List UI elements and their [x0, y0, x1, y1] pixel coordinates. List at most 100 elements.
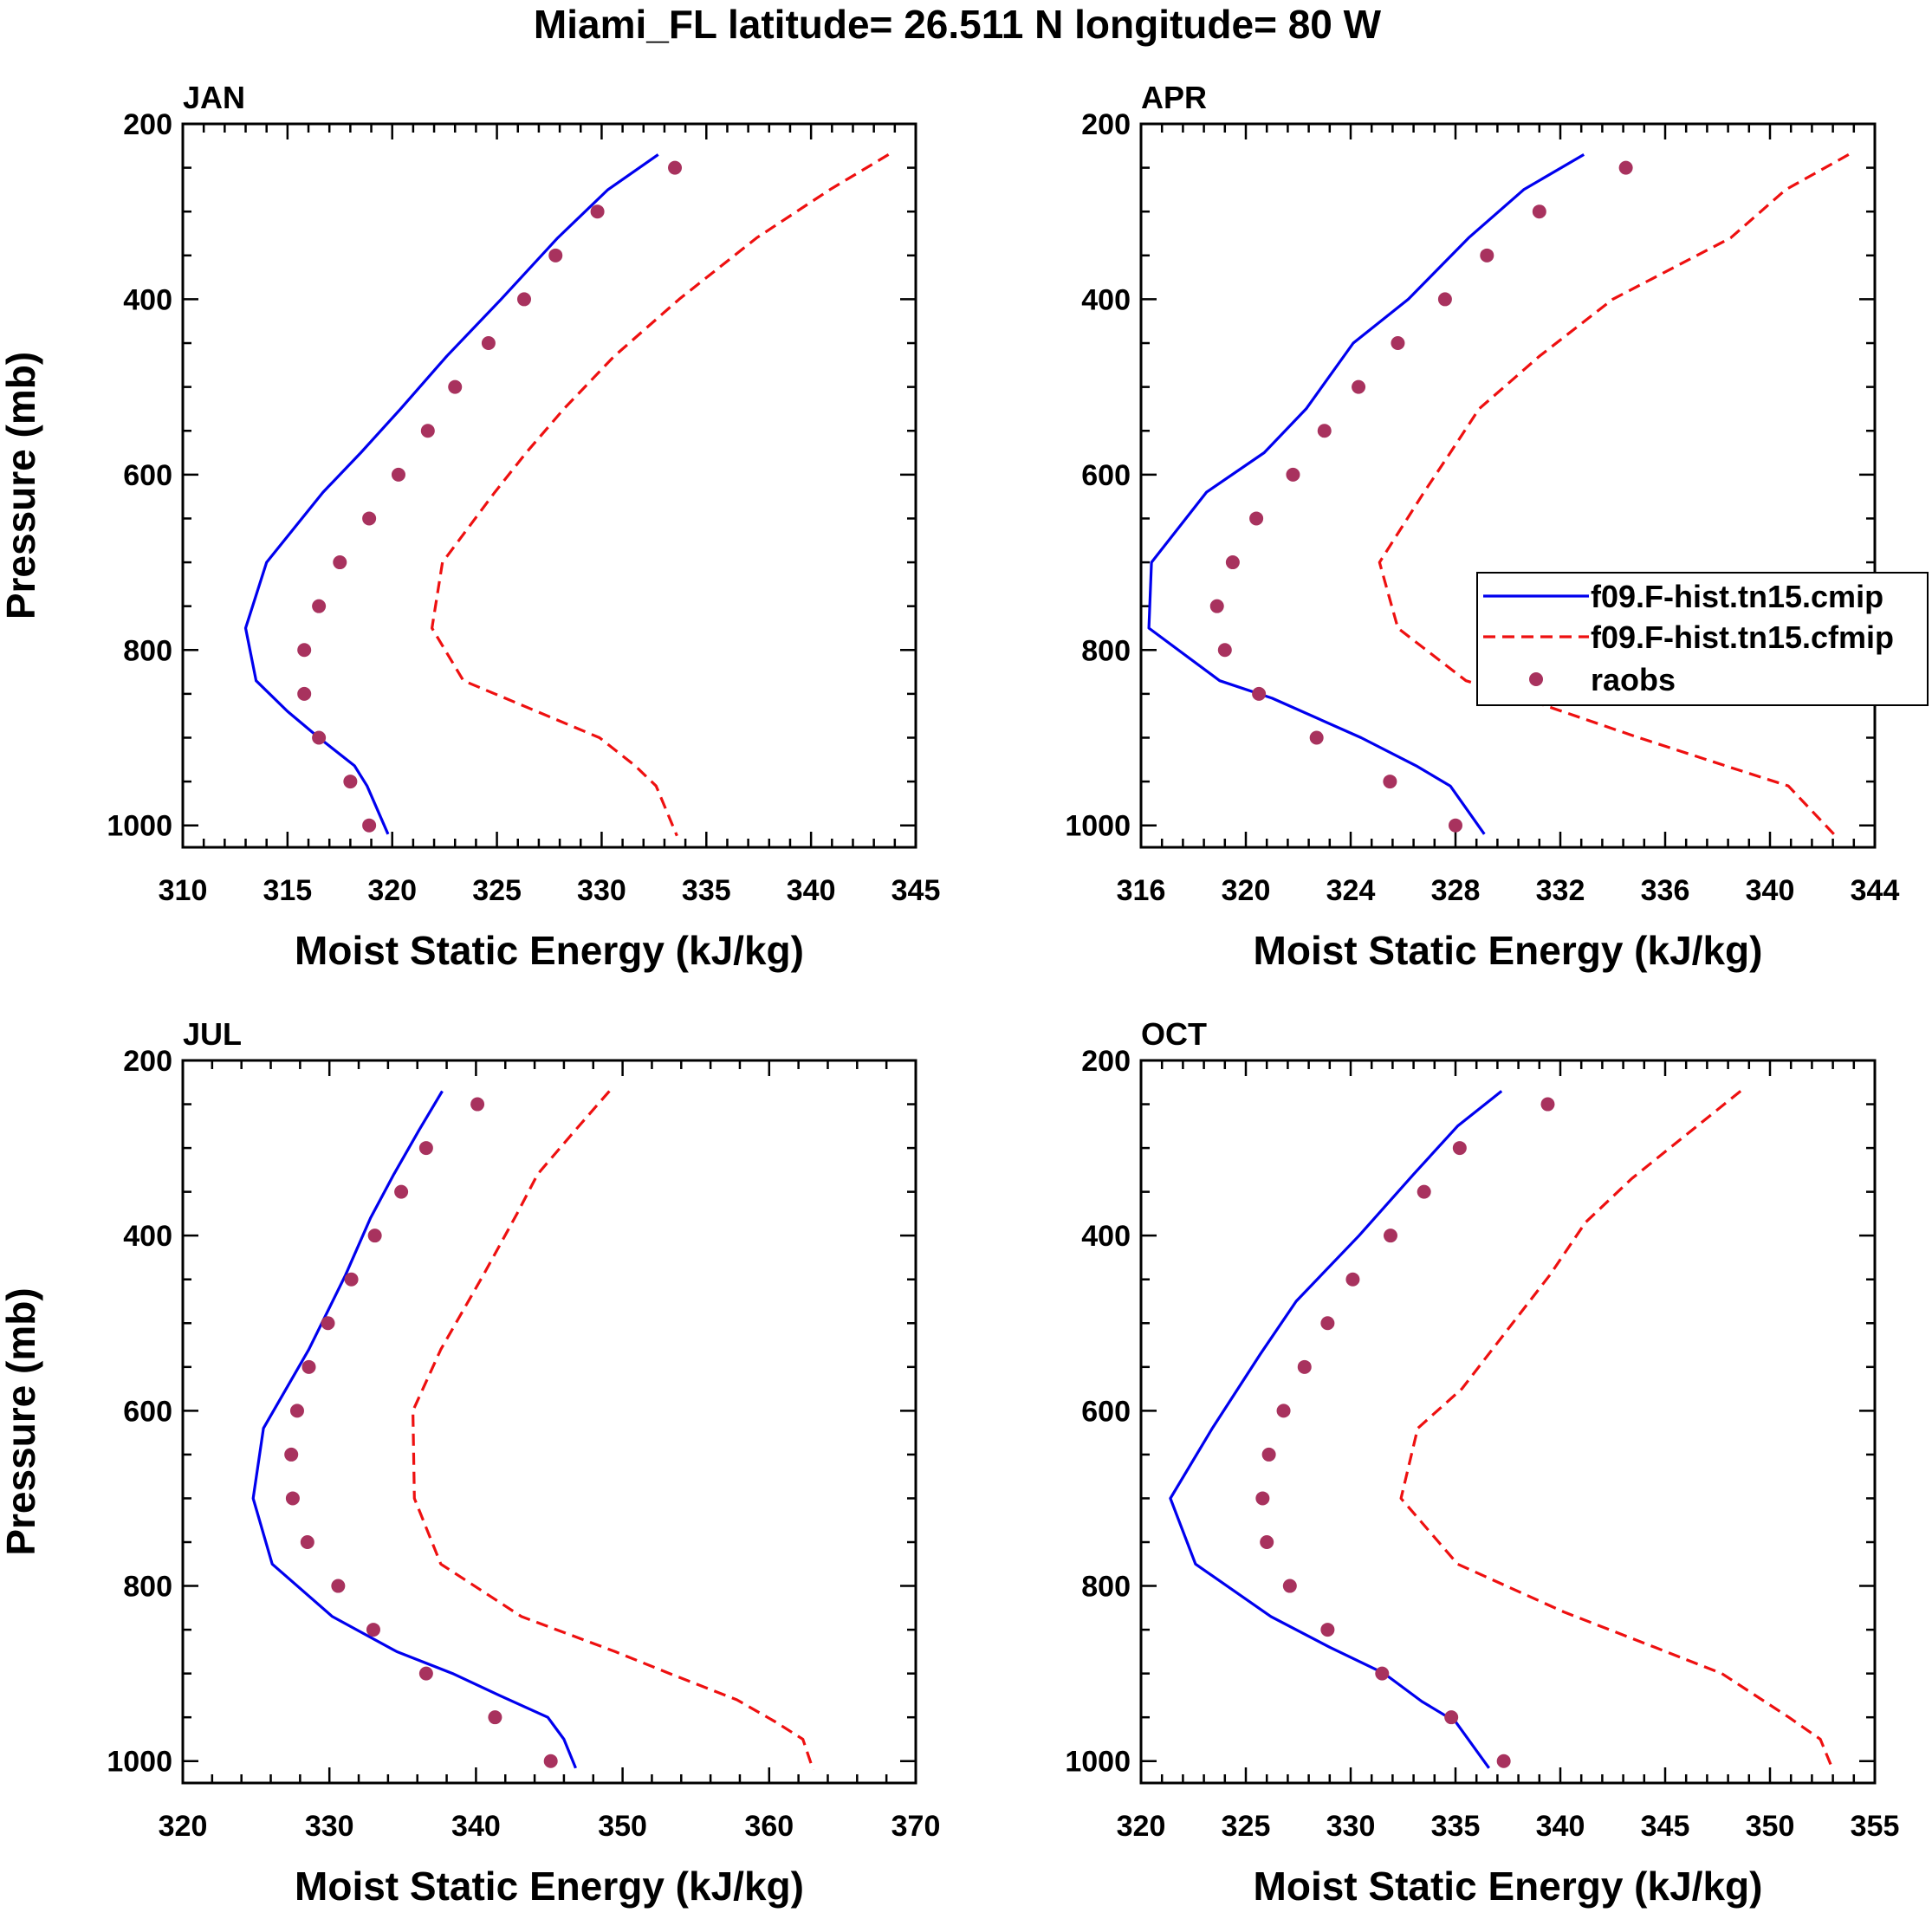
y-tick-label: 200	[123, 108, 172, 141]
x-tick-label: 344	[1851, 874, 1900, 907]
figure-title: Miami_FL latitude= 26.511 N longitude= 8…	[534, 2, 1382, 47]
raobs-point	[548, 248, 563, 263]
raobs-point	[1532, 204, 1546, 219]
x-tick-label: 336	[1641, 874, 1690, 907]
legend-entry-label: f09.F-hist.tn15.cmip	[1591, 579, 1883, 614]
raobs-point	[289, 1404, 304, 1418]
y-tick-label: 1000	[1065, 1746, 1131, 1779]
raobs-point	[312, 730, 327, 745]
panel-label: JUL	[183, 1016, 242, 1052]
raobs-point	[1320, 1316, 1335, 1331]
cmip-series-line	[1147, 153, 1585, 835]
panel-jan: JAN 310 315 320 325 330 335 340 345 200 400 600 800 1…	[0, 80, 940, 973]
x-tick-label: 350	[1746, 1810, 1795, 1843]
x-tick-label: 370	[891, 1810, 941, 1843]
y-tick-label: 1000	[107, 1746, 172, 1779]
panel-jul: JUL 320 330 340 350 360 370 200 400 600 800 1000 Moi…	[0, 1016, 940, 1909]
x-tick-label: 328	[1431, 874, 1481, 907]
y-tick-label: 400	[1081, 1220, 1131, 1253]
x-tick-label: 320	[159, 1810, 208, 1843]
raobs-point	[285, 1491, 300, 1506]
y-tick-label: 400	[123, 1220, 172, 1253]
plot-frame	[1139, 122, 1877, 849]
x-tick-label: 315	[263, 874, 312, 907]
y-tick-label: 600	[123, 1395, 172, 1428]
raobs-point	[1286, 467, 1300, 482]
raobs-point	[1345, 1272, 1360, 1287]
cmip-series-line	[1169, 1090, 1503, 1769]
raobs-point	[391, 467, 405, 482]
raobs-point	[1309, 730, 1324, 745]
x-tick-label: 340	[787, 874, 836, 907]
raobs-point	[516, 292, 531, 307]
raobs-point	[418, 1141, 433, 1156]
raobs-point	[1225, 555, 1240, 570]
y-tick-label: 600	[1081, 1395, 1131, 1428]
x-tick-label: 324	[1326, 874, 1376, 907]
raobs-point	[1437, 292, 1452, 307]
raobs-point	[481, 336, 496, 351]
raobs-point	[1383, 1229, 1397, 1243]
raobs-point	[362, 511, 377, 526]
y-tick-label: 600	[1081, 459, 1131, 492]
x-tick-label: 340	[1536, 1810, 1585, 1843]
cfmip-series-line	[1399, 1090, 1835, 1771]
x-tick-label: 330	[577, 874, 626, 907]
x-tick-label: 330	[305, 1810, 354, 1843]
legend: f09.F-hist.tn15.cmip f09.F-hist.tn15.cfmi…	[1476, 572, 1929, 706]
raobs-point	[333, 555, 347, 570]
cmip-series-line	[251, 1090, 577, 1769]
raobs-point	[1375, 1666, 1390, 1681]
cfmip-series-line	[412, 1090, 815, 1771]
y-tick-label: 800	[123, 1571, 172, 1604]
x-tick-label: 350	[598, 1810, 647, 1843]
x-tick-label: 345	[1641, 1810, 1690, 1843]
cfmip-series-line	[431, 153, 890, 837]
raobs-point	[1217, 643, 1232, 658]
x-tick-label: 330	[1326, 1810, 1376, 1843]
x-tick-label: 320	[367, 874, 417, 907]
x-tick-label: 335	[1431, 1810, 1481, 1843]
raobs-point	[301, 1359, 316, 1374]
raobs-point	[470, 1097, 485, 1112]
legend-raobs-marker	[1529, 672, 1543, 686]
cfmip-series-line	[1378, 153, 1850, 837]
y-tick-label: 400	[123, 283, 172, 316]
x-tick-label: 340	[1746, 874, 1795, 907]
raobs-point	[331, 1579, 346, 1593]
raobs-point	[1496, 1754, 1511, 1768]
legend-entry-label: raobs	[1591, 662, 1676, 697]
x-tick-label: 316	[1117, 874, 1166, 907]
y-axis-title: Pressure (mb)	[0, 1287, 43, 1555]
y-tick-label: 1000	[1065, 810, 1131, 843]
x-axis-title: Moist Static Energy (kJ/kg)	[295, 1864, 804, 1909]
raobs-point	[297, 686, 312, 701]
raobs-point	[1252, 686, 1267, 701]
y-tick-label: 1000	[107, 810, 172, 843]
raobs-point	[1261, 1447, 1276, 1462]
y-tick-label: 200	[123, 1045, 172, 1078]
raobs-point	[1255, 1491, 1270, 1506]
raobs-point	[1452, 1141, 1467, 1156]
x-tick-label: 320	[1117, 1810, 1166, 1843]
y-tick-label: 200	[1081, 108, 1131, 141]
raobs-point	[297, 643, 312, 658]
panel-label: OCT	[1141, 1016, 1207, 1052]
panels: JAN 310 315 320 325 330 335 340 345 200 400 600 800 1…	[0, 80, 1899, 1909]
raobs-point	[543, 1754, 558, 1768]
panel-apr: APR 316 320 324 328 332 336 340 344 200 400 600 800 1…	[1065, 80, 1899, 973]
raobs-point	[1618, 160, 1633, 175]
x-tick-label: 355	[1851, 1810, 1900, 1843]
raobs-point	[1282, 1579, 1297, 1593]
y-tick-label: 400	[1081, 283, 1131, 316]
x-tick-label: 320	[1222, 874, 1271, 907]
raobs-point	[1391, 336, 1405, 351]
plot-frame	[181, 122, 917, 849]
raobs-point	[668, 160, 683, 175]
raobs-point	[488, 1710, 502, 1725]
y-axis-title: Pressure (mb)	[0, 352, 43, 619]
x-tick-label: 335	[682, 874, 731, 907]
x-axis-title: Moist Static Energy (kJ/kg)	[295, 928, 804, 973]
raobs-point	[284, 1447, 299, 1462]
raobs-point	[1540, 1097, 1555, 1112]
